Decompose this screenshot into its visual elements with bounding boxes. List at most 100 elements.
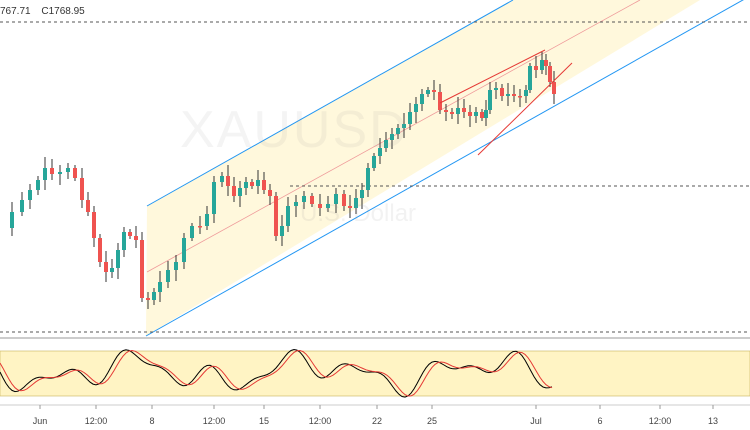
candle-up[interactable] bbox=[212, 182, 216, 214]
candle-up[interactable] bbox=[205, 214, 209, 226]
candle-up[interactable] bbox=[302, 196, 306, 202]
candle-up[interactable] bbox=[396, 128, 400, 134]
candle-up[interactable] bbox=[238, 188, 242, 196]
candle-down[interactable] bbox=[450, 112, 454, 114]
candle-up[interactable] bbox=[10, 212, 14, 228]
candle-up[interactable] bbox=[28, 190, 32, 200]
candle-up[interactable] bbox=[244, 182, 248, 188]
candle-down[interactable] bbox=[438, 92, 442, 110]
candle-up[interactable] bbox=[326, 204, 330, 208]
channel-lower-line[interactable] bbox=[145, 0, 750, 337]
candle-down[interactable] bbox=[274, 196, 278, 236]
candle-down[interactable] bbox=[310, 196, 314, 204]
candle-up[interactable] bbox=[110, 268, 114, 272]
candle-up[interactable] bbox=[540, 60, 544, 70]
candle-down[interactable] bbox=[198, 226, 202, 228]
stochastic-band bbox=[0, 350, 750, 397]
candle-up[interactable] bbox=[420, 94, 424, 104]
wedge-lower-line[interactable] bbox=[477, 62, 573, 156]
candle-down[interactable] bbox=[512, 94, 516, 96]
candle-up[interactable] bbox=[286, 206, 290, 226]
candle-up[interactable] bbox=[426, 90, 430, 94]
candle-up[interactable] bbox=[66, 168, 70, 172]
candle-up[interactable] bbox=[122, 232, 126, 250]
candle-down[interactable] bbox=[226, 176, 230, 186]
candle-down[interactable] bbox=[552, 82, 556, 94]
candle-down[interactable] bbox=[140, 240, 144, 298]
candle-up[interactable] bbox=[524, 90, 528, 96]
candle-down[interactable] bbox=[518, 96, 522, 98]
ohlc-value-low: 767.71 bbox=[0, 6, 31, 17]
candle-up[interactable] bbox=[36, 180, 40, 190]
candle-down[interactable] bbox=[342, 194, 346, 206]
wedge-upper-line[interactable] bbox=[439, 49, 546, 104]
time-axis[interactable]: Jun 12:00 8 12:00 15 12:00 22 25 Jul 6 12:00 13 bbox=[33, 405, 718, 426]
time-axis-label: 8 bbox=[149, 416, 154, 426]
candle-down[interactable] bbox=[480, 112, 484, 118]
channel-upper-line[interactable] bbox=[146, 0, 514, 207]
candle-down[interactable] bbox=[432, 90, 436, 92]
candle-up[interactable] bbox=[414, 104, 418, 112]
candle-up[interactable] bbox=[43, 168, 47, 180]
candle-up[interactable] bbox=[116, 250, 120, 268]
candle-down[interactable] bbox=[80, 178, 84, 200]
candle-up[interactable] bbox=[528, 66, 532, 90]
candle-up[interactable] bbox=[190, 226, 194, 238]
candle-down[interactable] bbox=[268, 190, 272, 196]
candle-up[interactable] bbox=[366, 168, 370, 190]
candle-down[interactable] bbox=[444, 110, 448, 112]
candle-down[interactable] bbox=[98, 238, 102, 262]
candle-up[interactable] bbox=[294, 202, 298, 206]
candle-up[interactable] bbox=[402, 124, 406, 128]
candle-down[interactable] bbox=[128, 232, 132, 236]
candle-down[interactable] bbox=[262, 180, 266, 190]
candle-down[interactable] bbox=[468, 112, 472, 116]
candle-up[interactable] bbox=[494, 88, 498, 90]
candle-up[interactable] bbox=[152, 292, 156, 300]
time-axis-label: 12:00 bbox=[649, 416, 672, 426]
candle-up[interactable] bbox=[220, 176, 224, 182]
candle-down[interactable] bbox=[548, 66, 552, 82]
time-axis-label: 12:00 bbox=[203, 416, 226, 426]
candle-down[interactable] bbox=[232, 186, 236, 196]
candle-down[interactable] bbox=[534, 66, 538, 70]
candle-up[interactable] bbox=[182, 238, 186, 262]
candle-up[interactable] bbox=[256, 180, 260, 186]
candle-up[interactable] bbox=[174, 262, 178, 270]
candle-up[interactable] bbox=[372, 156, 376, 168]
symbol-watermark: XAUUSD bbox=[180, 101, 409, 159]
candle-up[interactable] bbox=[280, 226, 284, 236]
candle-up[interactable] bbox=[484, 110, 488, 118]
candle-up[interactable] bbox=[354, 198, 358, 208]
candle-down[interactable] bbox=[318, 204, 322, 208]
candle-up[interactable] bbox=[390, 134, 394, 140]
candle-up[interactable] bbox=[384, 140, 388, 148]
candle-up[interactable] bbox=[20, 200, 24, 212]
candle-down[interactable] bbox=[86, 200, 90, 212]
candle-down[interactable] bbox=[462, 108, 466, 112]
candle-up[interactable] bbox=[58, 172, 62, 174]
candle-up[interactable] bbox=[158, 282, 162, 292]
candle-down[interactable] bbox=[544, 60, 548, 66]
candle-up[interactable] bbox=[360, 190, 364, 198]
candle-down[interactable] bbox=[500, 88, 504, 96]
candle-down[interactable] bbox=[92, 212, 96, 238]
candle-up[interactable] bbox=[408, 112, 412, 124]
candle-down[interactable] bbox=[134, 236, 138, 240]
candle-up[interactable] bbox=[456, 108, 460, 114]
candle-down[interactable] bbox=[250, 182, 254, 186]
candle-up[interactable] bbox=[474, 112, 478, 116]
ohlc-legend: 767.71 C1768.95 bbox=[0, 6, 93, 17]
candle-up[interactable] bbox=[488, 90, 492, 110]
candle-down[interactable] bbox=[348, 206, 352, 208]
candle-up[interactable] bbox=[378, 148, 382, 156]
candle-up[interactable] bbox=[166, 270, 170, 282]
candle-down[interactable] bbox=[73, 168, 77, 178]
candle-up[interactable] bbox=[506, 94, 510, 96]
candle-down[interactable] bbox=[104, 262, 108, 272]
candle-up[interactable] bbox=[334, 194, 338, 204]
candle-down[interactable] bbox=[146, 298, 150, 300]
candle-down[interactable] bbox=[50, 168, 54, 174]
